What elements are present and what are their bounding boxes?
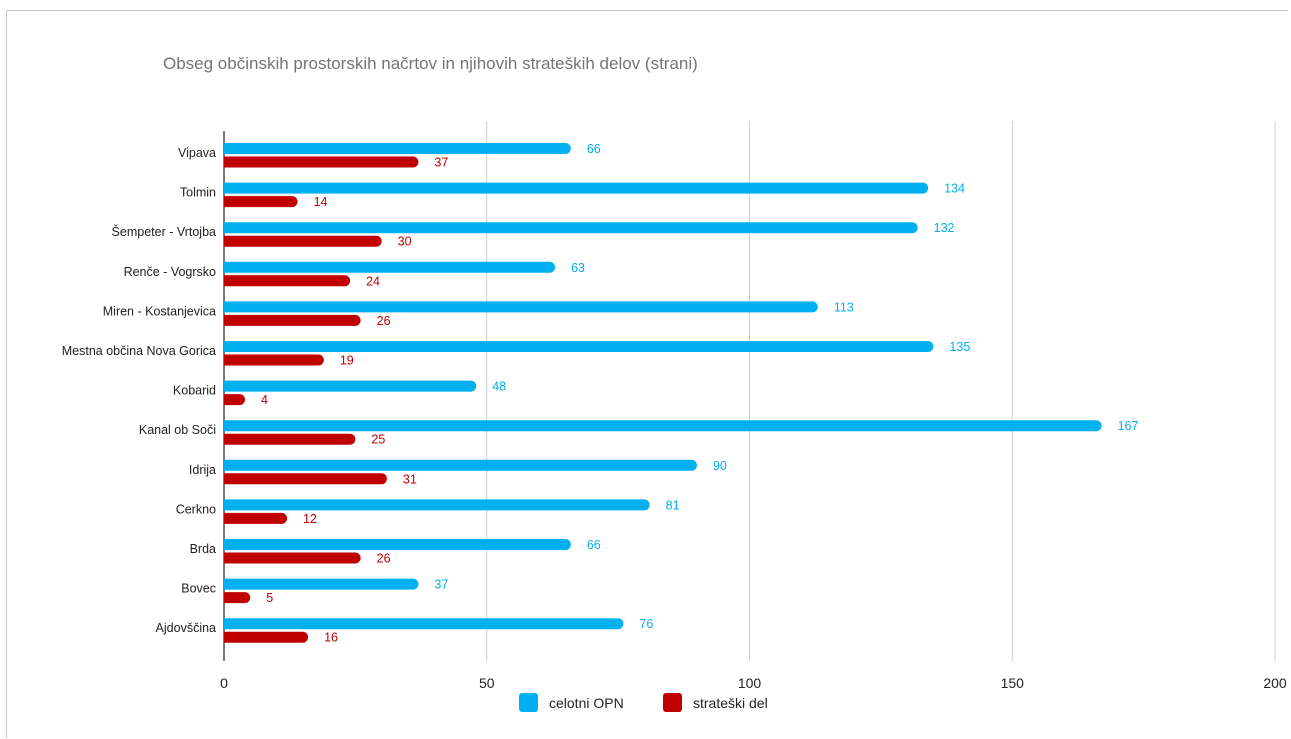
category-label: Šempeter - Vrtojba bbox=[112, 224, 216, 239]
bars bbox=[224, 143, 1102, 643]
data-label: 167 bbox=[1118, 419, 1139, 433]
bar-celotni-opn bbox=[224, 143, 571, 154]
bar-strateski-del bbox=[224, 275, 351, 287]
data-label: 76 bbox=[639, 617, 653, 631]
category-label: Bovec bbox=[181, 582, 216, 596]
category-label: Miren - Kostanjevica bbox=[103, 304, 216, 318]
category-label: Kobarid bbox=[173, 384, 216, 398]
legend-swatch-strateski-del bbox=[663, 693, 682, 712]
category-label: Vipava bbox=[178, 146, 216, 160]
data-label: 26 bbox=[377, 314, 391, 328]
bar-celotni-opn bbox=[224, 261, 556, 273]
data-label: 134 bbox=[944, 182, 965, 196]
legend-label: strateški del bbox=[693, 695, 768, 711]
data-label: 5 bbox=[266, 591, 273, 605]
x-tick-label: 150 bbox=[1001, 675, 1025, 691]
data-label: 31 bbox=[403, 472, 417, 486]
legend: celotni OPN strateški del bbox=[519, 693, 768, 712]
bar-celotni-opn bbox=[224, 301, 818, 313]
data-label: 135 bbox=[949, 340, 970, 354]
labels: 0 50 100 150 200 Vipava 66 37 Tolmin 134 14 Šempete… bbox=[62, 142, 1287, 691]
x-tick-label: 0 bbox=[220, 675, 228, 691]
data-label: 63 bbox=[571, 261, 585, 275]
bar-celotni-opn bbox=[224, 459, 697, 471]
data-label: 81 bbox=[666, 498, 680, 512]
category-label: Idrija bbox=[189, 463, 216, 477]
bar-celotni-opn bbox=[224, 420, 1102, 432]
bar-celotni-opn bbox=[224, 618, 624, 630]
x-tick-label: 200 bbox=[1263, 675, 1287, 691]
bar-strateski-del bbox=[224, 314, 361, 326]
data-label: 19 bbox=[340, 354, 354, 368]
data-label: 132 bbox=[934, 221, 955, 235]
category-label: Kanal ob Soči bbox=[139, 423, 216, 437]
category-label: Renče - Vogrsko bbox=[124, 265, 216, 279]
category-label: Cerkno bbox=[176, 502, 216, 516]
legend-label: celotni OPN bbox=[549, 695, 624, 711]
bar-strateski-del bbox=[224, 394, 246, 406]
data-label: 48 bbox=[492, 380, 506, 394]
data-label: 30 bbox=[398, 235, 412, 249]
category-label: Tolmin bbox=[180, 186, 216, 200]
bar-chart: Obseg občinskih prostorskih načrtov in n… bbox=[62, 54, 1287, 712]
data-label: 12 bbox=[303, 512, 317, 526]
data-label: 14 bbox=[314, 195, 328, 209]
bar-strateski-del bbox=[224, 473, 387, 485]
x-tick-label: 100 bbox=[738, 675, 762, 691]
chart-frame: Obseg občinskih prostorskih načrtov in n… bbox=[6, 10, 1288, 738]
chart-title: Obseg občinskih prostorskih načrtov in n… bbox=[163, 54, 698, 73]
data-label: 25 bbox=[371, 433, 385, 447]
data-label: 66 bbox=[587, 142, 601, 156]
bar-celotni-opn bbox=[224, 182, 929, 194]
x-tick-label: 50 bbox=[479, 675, 495, 691]
bar-strateski-del bbox=[224, 433, 356, 445]
data-label: 26 bbox=[377, 552, 391, 566]
category-label: Ajdovščina bbox=[156, 621, 216, 635]
legend-swatch-celotni-opn bbox=[519, 693, 538, 712]
bar-celotni-opn bbox=[224, 499, 650, 511]
bar-strateski-del bbox=[224, 196, 298, 208]
bar-strateski-del bbox=[224, 631, 309, 643]
bar-celotni-opn bbox=[224, 380, 477, 392]
data-label: 24 bbox=[366, 274, 380, 288]
bar-strateski-del bbox=[224, 592, 251, 604]
data-label: 4 bbox=[261, 393, 268, 407]
data-label: 37 bbox=[434, 578, 448, 592]
data-label: 113 bbox=[834, 300, 854, 314]
category-label: Mestna občina Nova Gorica bbox=[62, 344, 216, 358]
category-label: Brda bbox=[190, 542, 216, 556]
data-label: 16 bbox=[324, 631, 338, 645]
data-label: 37 bbox=[434, 156, 448, 170]
bar-strateski-del bbox=[224, 512, 288, 524]
bar-celotni-opn bbox=[224, 341, 934, 352]
data-label: 90 bbox=[713, 459, 727, 473]
bar-strateski-del bbox=[224, 235, 382, 247]
bar-strateski-del bbox=[224, 156, 419, 168]
bar-strateski-del bbox=[224, 354, 324, 366]
data-label: 66 bbox=[587, 538, 601, 552]
bar-celotni-opn bbox=[224, 222, 918, 234]
bar-celotni-opn bbox=[224, 539, 571, 550]
bar-strateski-del bbox=[224, 552, 361, 564]
bar-celotni-opn bbox=[224, 578, 419, 590]
